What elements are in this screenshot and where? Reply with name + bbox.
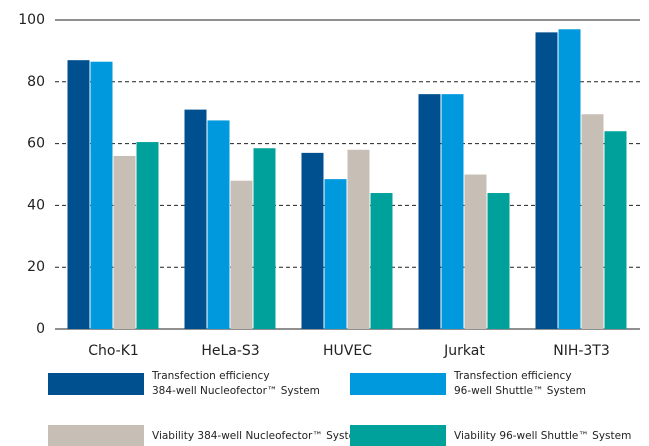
bar bbox=[230, 180, 253, 329]
y-tick-label: 20 bbox=[27, 259, 45, 275]
bar bbox=[464, 174, 487, 329]
bar bbox=[558, 29, 581, 330]
bar bbox=[136, 142, 159, 329]
bar bbox=[253, 148, 276, 329]
plot: 0 20 40 60 80 100 Cho-K1 HeLa-S3 HUVEC Jurkat NIH-… bbox=[18, 12, 640, 359]
legend-swatch bbox=[350, 373, 446, 395]
legend-label: Viability 384-well Nucleofector™ System bbox=[152, 429, 366, 442]
y-tick-label: 80 bbox=[27, 74, 45, 90]
x-tick-label: HeLa-S3 bbox=[201, 343, 259, 359]
legend-item: Viability 96-well Shuttle™ System bbox=[350, 425, 631, 446]
legend-label: Transfection efficiency 96-well Shuttle™… bbox=[454, 370, 586, 397]
x-tick-label: Jurkat bbox=[443, 343, 485, 359]
y-tick-label: 100 bbox=[18, 12, 45, 28]
bar bbox=[67, 60, 90, 330]
y-tick-label: 0 bbox=[36, 321, 45, 337]
x-tick-label: HUVEC bbox=[323, 343, 372, 359]
legend-label: Viability 96-well Shuttle™ System bbox=[454, 429, 632, 442]
bar bbox=[487, 193, 510, 329]
bar bbox=[418, 94, 441, 329]
legend-item: Viability 384-well Nucleofector™ System bbox=[48, 425, 365, 446]
bar bbox=[90, 61, 113, 330]
bar bbox=[347, 149, 370, 329]
y-tick-label: 40 bbox=[27, 197, 45, 213]
bar bbox=[535, 32, 558, 330]
y-tick-label: 60 bbox=[27, 136, 45, 152]
x-tick-label: NIH-3T3 bbox=[553, 343, 610, 359]
bar bbox=[324, 179, 347, 329]
legend-item: Transfection efficiency 384-well Nucleof… bbox=[48, 369, 320, 399]
legend-item: Transfection efficiency 96-well Shuttle™… bbox=[350, 369, 586, 399]
legend-swatch bbox=[48, 373, 144, 395]
bar bbox=[184, 109, 207, 329]
legend-swatch bbox=[48, 425, 144, 446]
legend-swatch bbox=[350, 425, 446, 446]
bar bbox=[301, 152, 324, 329]
bar bbox=[207, 120, 230, 329]
bar bbox=[581, 114, 604, 330]
bar bbox=[441, 94, 464, 329]
bar bbox=[604, 131, 627, 329]
bar bbox=[113, 155, 136, 329]
legend-label: Transfection efficiency 384-well Nucleof… bbox=[152, 370, 320, 397]
bar bbox=[370, 193, 393, 329]
x-tick-label: Cho-K1 bbox=[88, 343, 139, 359]
